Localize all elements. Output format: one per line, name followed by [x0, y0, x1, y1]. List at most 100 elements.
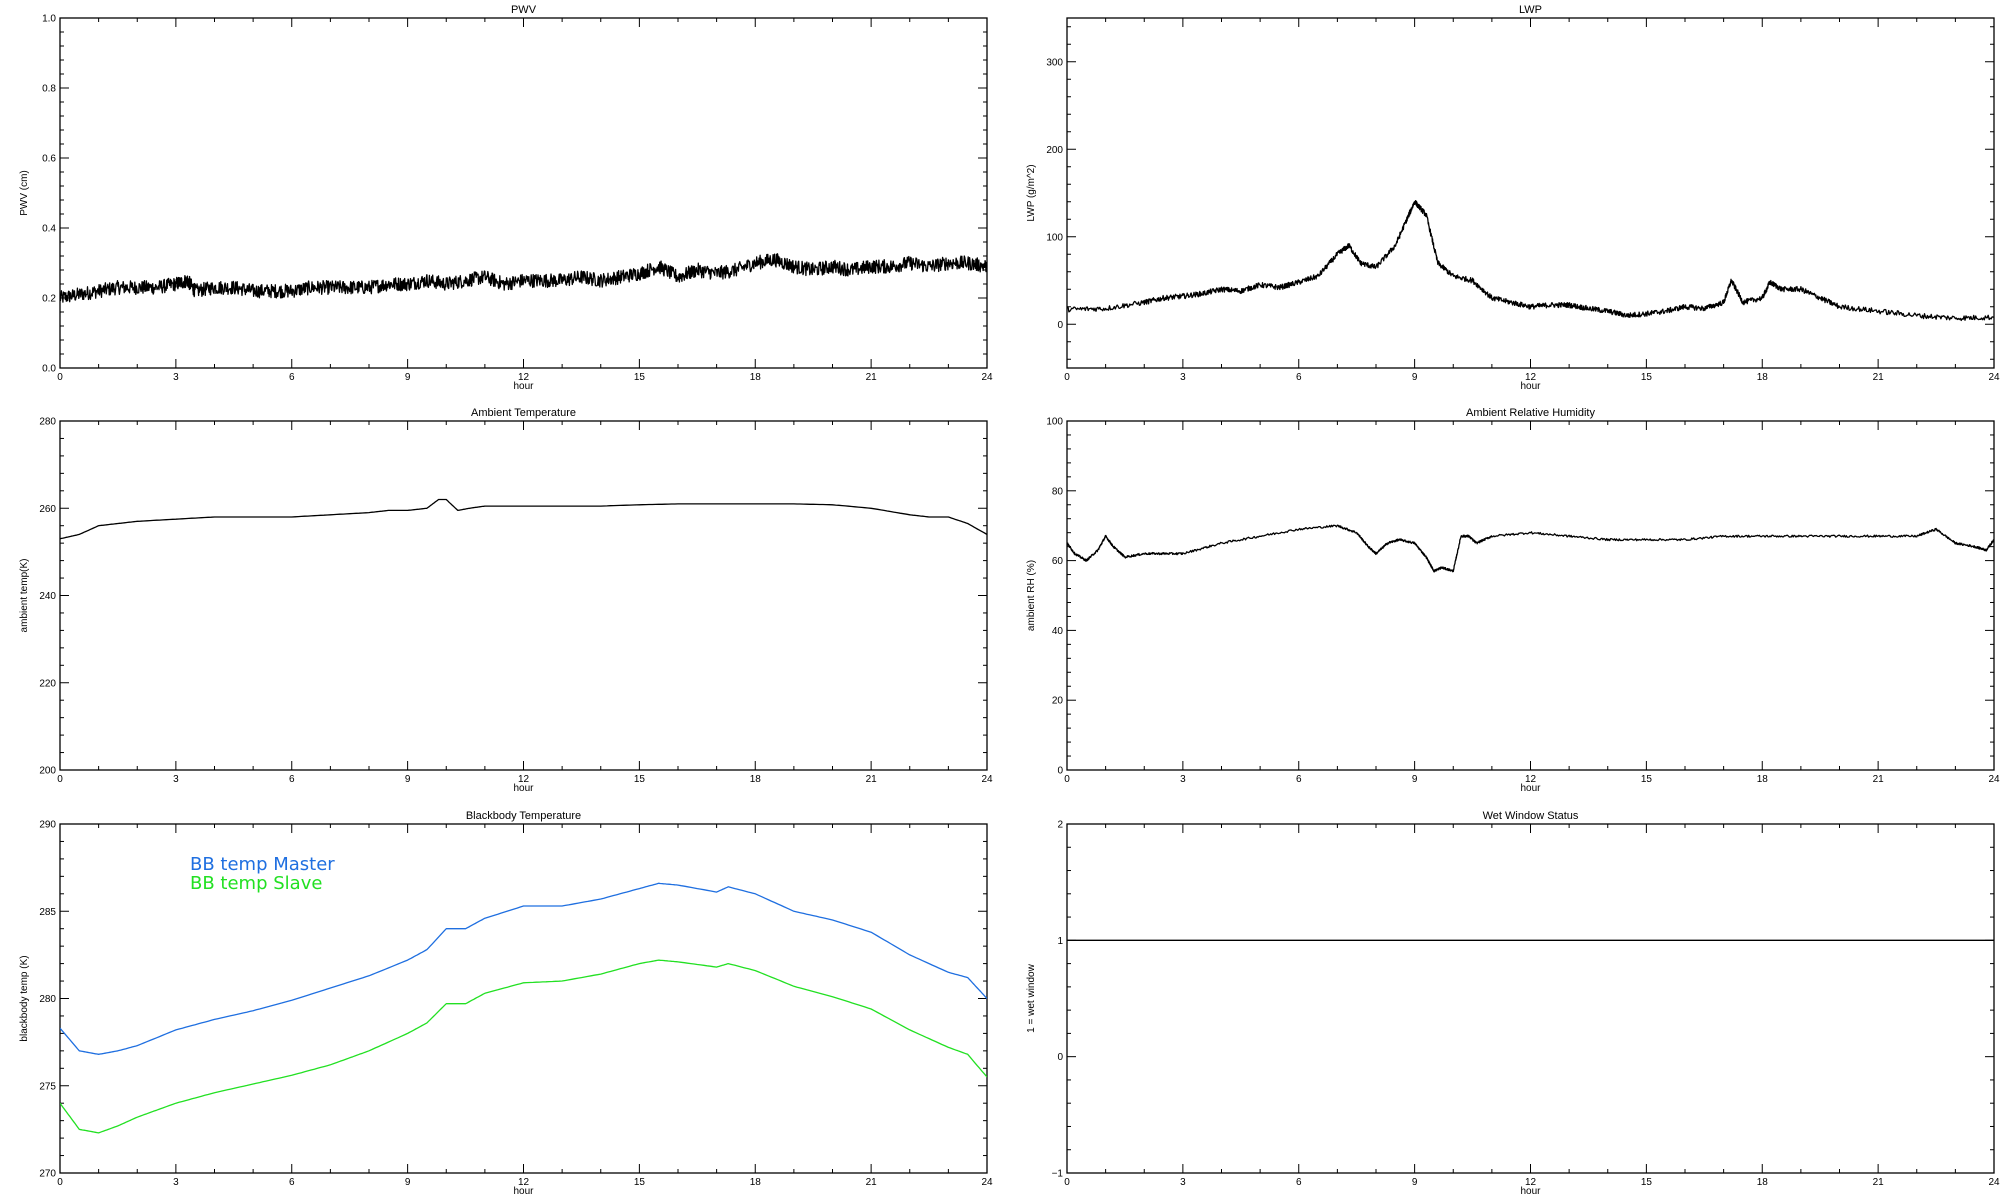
x-tick-label: 12	[1525, 774, 1537, 785]
x-tick-label: 15	[634, 372, 646, 383]
chart-title: LWP	[1519, 4, 1542, 16]
x-tick-label: 9	[405, 774, 411, 785]
x-tick-label: 21	[1873, 372, 1885, 383]
y-tick-label: 60	[1052, 556, 1064, 567]
y-axis-label: ambient temp(K)	[19, 559, 30, 633]
x-tick-label: 18	[1757, 1177, 1769, 1188]
x-tick-label: 0	[1064, 774, 1070, 785]
x-tick-label: 3	[1180, 1177, 1186, 1188]
y-tick-label: 0.2	[42, 294, 56, 305]
x-tick-label: 24	[1988, 1177, 2000, 1188]
chart-title: Ambient Relative Humidity	[1466, 407, 1595, 419]
x-tick-label: 12	[518, 774, 530, 785]
chart-panel-2: LWP 0 3 6 9 12 15 18 21 24 hour 0 100 200 300 LWP (g/m^…	[1026, 4, 2000, 392]
x-tick-label: 24	[1988, 774, 2000, 785]
y-tick-label: 0.8	[42, 84, 56, 95]
x-tick-label: 15	[1641, 1177, 1653, 1188]
x-tick-label: 6	[289, 1177, 295, 1188]
x-tick-label: 12	[1525, 372, 1537, 383]
x-tick-label: 0	[57, 1177, 63, 1188]
x-tick-label: 0	[57, 774, 63, 785]
y-tick-label: 1	[1057, 936, 1063, 947]
x-tick-label: 15	[1641, 774, 1653, 785]
plot-frame	[59, 420, 988, 771]
y-tick-label: 20	[1052, 696, 1064, 707]
y-tick-label: 0	[1057, 766, 1063, 777]
y-tick-label: 285	[39, 907, 56, 918]
x-tick-label: 18	[750, 774, 762, 785]
x-tick-label: 24	[981, 372, 993, 383]
x-tick-label: 0	[1064, 372, 1070, 383]
plot-frame	[59, 17, 988, 369]
x-tick-label: 18	[750, 372, 762, 383]
series-line-bb-temp-slave	[60, 959, 987, 1134]
x-tick-label: 15	[634, 774, 646, 785]
y-tick-label: 2	[1057, 820, 1063, 831]
x-tick-label: 24	[1988, 372, 2000, 383]
y-tick-label: 40	[1052, 626, 1064, 637]
chart-title: Blackbody Temperature	[466, 810, 581, 822]
x-tick-label: 21	[1873, 1177, 1885, 1188]
x-tick-label: 18	[750, 1177, 762, 1188]
x-axis-label: hour	[513, 381, 534, 392]
x-tick-label: 21	[866, 774, 878, 785]
y-axis-label: LWP (g/m^2)	[1026, 164, 1037, 221]
series-line-data	[1067, 200, 1994, 322]
x-tick-label: 0	[57, 372, 63, 383]
x-tick-label: 6	[1296, 372, 1302, 383]
plot-frame	[1066, 823, 1995, 1174]
series-line-data	[1067, 524, 1994, 573]
y-tick-label: 270	[39, 1169, 56, 1180]
series-line-data	[60, 253, 987, 303]
x-tick-label: 18	[1757, 372, 1769, 383]
plot-frame	[1066, 420, 1995, 771]
x-tick-label: 3	[173, 774, 179, 785]
chart-title: Ambient Temperature	[471, 407, 576, 419]
series-line-bb-temp-master	[60, 882, 987, 1055]
y-axis-label: ambient RH (%)	[1026, 560, 1037, 631]
x-tick-label: 3	[173, 1177, 179, 1188]
y-tick-label: 0	[1057, 320, 1063, 331]
y-tick-label: 240	[39, 591, 56, 602]
y-tick-label: 0	[1057, 1052, 1063, 1063]
x-tick-label: 9	[1412, 1177, 1418, 1188]
x-tick-label: 9	[405, 1177, 411, 1188]
chart-title: Wet Window Status	[1483, 810, 1579, 822]
y-tick-label: 100	[1046, 417, 1063, 428]
y-axis-label: 1 = wet window	[1026, 963, 1037, 1032]
y-tick-label: 300	[1046, 57, 1063, 68]
x-tick-label: 6	[289, 372, 295, 383]
y-tick-label: 290	[39, 820, 56, 831]
x-tick-label: 15	[634, 1177, 646, 1188]
chart-title: PWV	[511, 4, 537, 16]
y-tick-label: 0.6	[42, 154, 56, 165]
x-tick-label: 21	[866, 1177, 878, 1188]
x-tick-label: 12	[518, 1177, 530, 1188]
legend-entry: BB temp Master	[190, 854, 335, 875]
y-tick-label: −1	[1052, 1169, 1064, 1180]
x-tick-label: 12	[1525, 1177, 1537, 1188]
x-tick-label: 9	[1412, 372, 1418, 383]
x-tick-label: 15	[1641, 372, 1653, 383]
x-axis-label: hour	[513, 783, 534, 794]
x-tick-label: 21	[1873, 774, 1885, 785]
y-tick-label: 0.0	[42, 364, 56, 375]
x-axis-label: hour	[1520, 783, 1541, 794]
x-tick-label: 18	[1757, 774, 1769, 785]
chart-panel-4: Ambient Relative Humidity 0 3 6 9 12 15 18 21 24 h…	[1026, 407, 2000, 794]
x-tick-label: 3	[1180, 372, 1186, 383]
y-tick-label: 260	[39, 504, 56, 515]
y-tick-label: 280	[39, 994, 56, 1005]
y-tick-label: 80	[1052, 486, 1064, 497]
y-tick-label: 200	[39, 766, 56, 777]
legend-entry: BB temp Slave	[190, 873, 322, 894]
y-axis-label: blackbody temp (K)	[19, 955, 30, 1041]
x-tick-label: 6	[1296, 774, 1302, 785]
x-tick-label: 6	[289, 774, 295, 785]
x-axis-label: hour	[1520, 1186, 1541, 1197]
x-tick-label: 6	[1296, 1177, 1302, 1188]
chart-panel-1: PWV 0 3 6 9 12 15 18 21 24 hour 0.0 0.2 0.4 0.6 0.8 1.0 P…	[19, 4, 993, 392]
y-tick-label: 200	[1046, 145, 1063, 156]
